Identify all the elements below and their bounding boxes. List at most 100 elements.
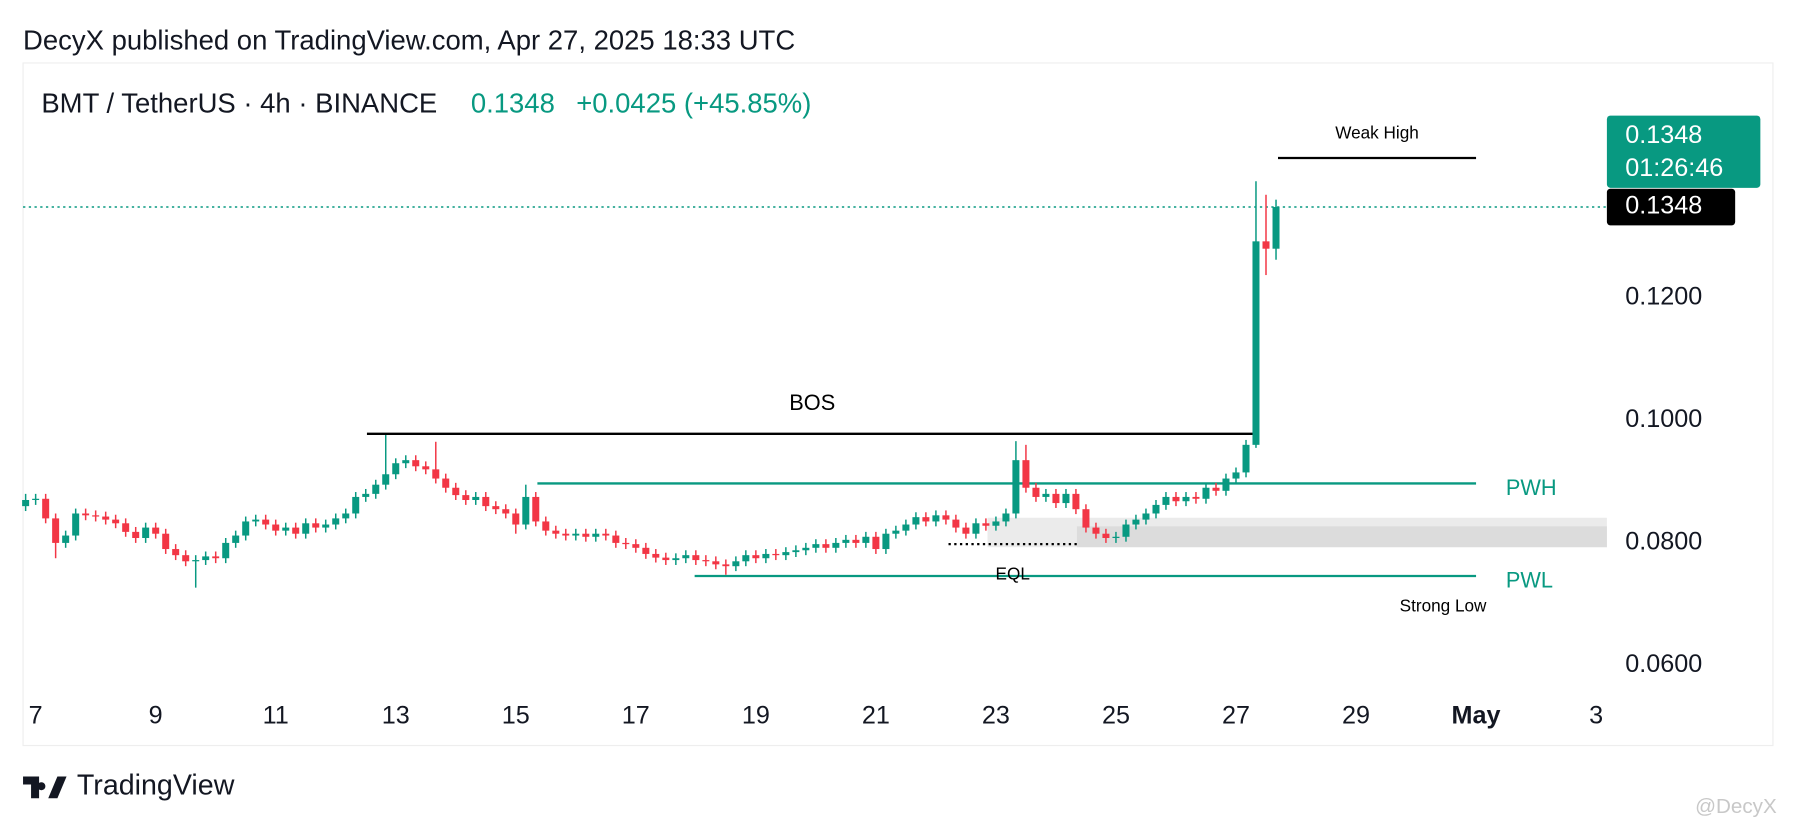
candle-body	[1002, 513, 1010, 522]
candle-body	[862, 536, 870, 543]
candle-body	[682, 555, 690, 559]
candle-body	[1112, 536, 1120, 539]
candle-body	[382, 474, 390, 485]
candle-body	[422, 466, 430, 470]
candle-body	[1242, 444, 1250, 473]
candle-body	[252, 519, 260, 522]
candle-body	[412, 460, 420, 467]
candle-body	[802, 547, 810, 551]
candle-body	[182, 555, 190, 562]
candle-body	[762, 553, 770, 559]
x-tick-label: 17	[622, 702, 650, 730]
candle-body	[782, 552, 790, 556]
candle-body	[672, 558, 680, 561]
candle-body	[812, 544, 820, 548]
candle-body	[1052, 493, 1060, 504]
candle-body	[102, 516, 110, 520]
level-label: Weak High	[1335, 122, 1419, 142]
candle-body	[142, 527, 150, 539]
candle-body	[512, 513, 520, 525]
candle-body	[1272, 207, 1280, 249]
candle-body	[1012, 460, 1020, 514]
candle-body	[742, 555, 750, 562]
y-tick-label: 0.1200	[1625, 282, 1702, 310]
last-price-badge	[1606, 188, 1736, 226]
candle-body	[522, 496, 530, 525]
candle-body	[152, 527, 160, 534]
last-price-label: 0.1348	[1625, 192, 1702, 220]
candle-body	[52, 518, 60, 543]
candle-body	[562, 533, 570, 536]
level-label: PWH	[1506, 475, 1557, 500]
x-tick-label: 19	[742, 702, 770, 730]
candle-body	[82, 513, 90, 516]
candle-body	[872, 536, 880, 550]
x-tick-label: 29	[1342, 702, 1370, 730]
candle-body	[1092, 527, 1100, 534]
candle-body	[262, 519, 270, 525]
candle-body	[892, 530, 900, 534]
candle-body	[1212, 487, 1220, 491]
zone	[1076, 526, 1607, 548]
x-tick-label: May	[1452, 702, 1501, 730]
candle-body	[402, 460, 410, 464]
candle-body	[552, 530, 560, 534]
candle-body	[1222, 478, 1230, 491]
candle-body	[122, 523, 130, 532]
candle-body	[1262, 241, 1270, 249]
candle-body	[42, 498, 50, 519]
candle-body	[332, 518, 340, 525]
level-label: PWL	[1506, 567, 1553, 592]
level-label: BOS	[789, 390, 835, 415]
y-tick-label: 0.0600	[1625, 650, 1702, 678]
candle-body	[302, 523, 310, 534]
candle-body	[792, 550, 800, 553]
candle-body	[372, 484, 380, 494]
candle-body	[172, 549, 180, 556]
candle-body	[852, 539, 860, 543]
candle-body	[462, 495, 470, 501]
candle-body	[1142, 513, 1150, 520]
candle-body	[902, 524, 910, 531]
candle-body	[92, 515, 100, 517]
candle-body	[162, 533, 170, 550]
candle-body	[1132, 519, 1140, 525]
candle-body	[1202, 487, 1210, 499]
candle-body	[582, 533, 590, 537]
candle-body	[352, 496, 360, 514]
candle-body	[1082, 509, 1090, 528]
candle-body	[612, 535, 620, 543]
x-tick-label: 15	[502, 702, 530, 730]
candle-body	[692, 555, 700, 561]
candle-body	[212, 556, 220, 559]
candle-body	[312, 523, 320, 528]
candle-body	[392, 463, 400, 475]
candle-body	[442, 478, 450, 488]
candle-body	[432, 469, 440, 479]
candle-body	[982, 523, 990, 526]
y-tick-label: 0.1000	[1625, 405, 1702, 433]
candle-body	[832, 542, 840, 548]
candle-body	[632, 544, 640, 548]
candle-body	[1042, 493, 1050, 497]
candle-body	[132, 531, 140, 539]
candle-body	[1232, 472, 1240, 479]
candle-body	[1252, 241, 1260, 445]
candle-body	[232, 535, 240, 543]
candle-body	[662, 557, 670, 561]
candle-body	[532, 496, 540, 522]
candle-body	[1062, 493, 1070, 504]
candle-body	[272, 524, 280, 531]
candle-body	[322, 524, 330, 528]
candle-body	[1162, 496, 1170, 505]
x-tick-label: 13	[382, 702, 410, 730]
x-tick-label: 21	[862, 702, 890, 730]
candle-body	[1022, 460, 1030, 488]
x-tick-label: 23	[982, 702, 1010, 730]
candle-body	[932, 515, 940, 522]
level-label: EQL	[996, 564, 1030, 584]
candle-body	[492, 506, 500, 510]
candle-body	[452, 487, 460, 496]
x-tick-label: 7	[29, 702, 43, 730]
chart-frame	[22, 62, 1774, 747]
